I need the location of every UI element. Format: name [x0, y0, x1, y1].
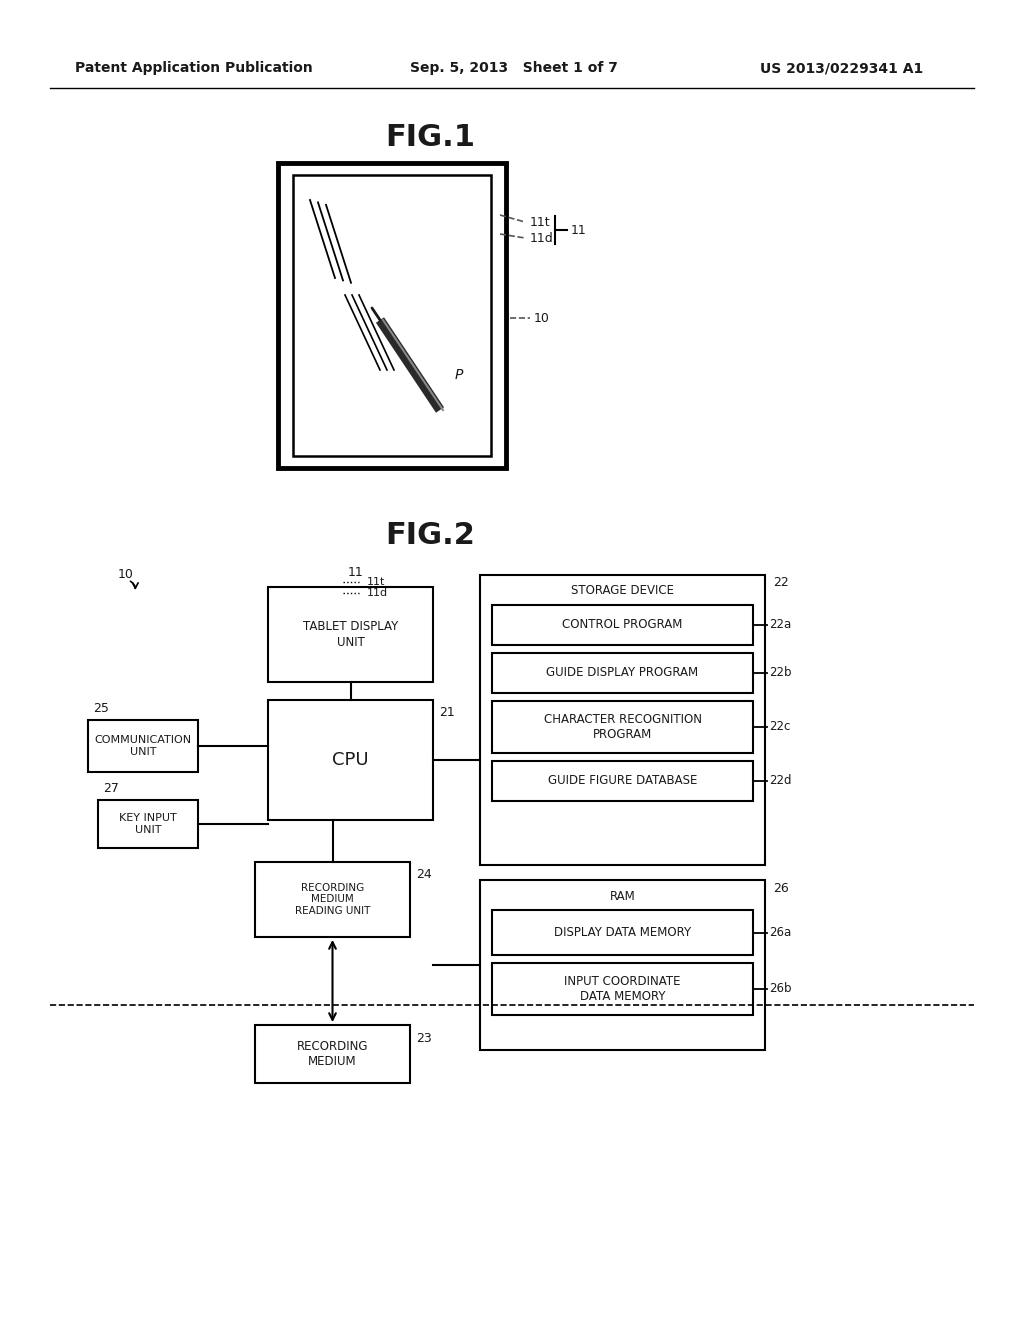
- Text: INPUT COORDINATE
DATA MEMORY: INPUT COORDINATE DATA MEMORY: [564, 975, 681, 1003]
- Text: RAM: RAM: [609, 890, 635, 903]
- Text: CPU: CPU: [332, 751, 369, 770]
- Bar: [98, 800, 198, 847]
- Bar: [492, 964, 753, 1015]
- Text: US 2013/0229341 A1: US 2013/0229341 A1: [760, 61, 924, 75]
- Bar: [255, 1026, 410, 1082]
- Text: 26a: 26a: [769, 927, 792, 939]
- Text: 10: 10: [534, 312, 550, 325]
- Text: FIG.1: FIG.1: [385, 124, 475, 153]
- Text: KEY INPUT
UNIT: KEY INPUT UNIT: [119, 813, 177, 834]
- Text: 11t: 11t: [367, 577, 385, 587]
- Bar: [268, 587, 433, 682]
- Bar: [480, 576, 765, 865]
- Text: COMMUNICATION
UNIT: COMMUNICATION UNIT: [94, 735, 191, 756]
- Text: 22a: 22a: [769, 619, 792, 631]
- Text: CONTROL PROGRAM: CONTROL PROGRAM: [562, 619, 683, 631]
- Text: RECORDING
MEDIUM: RECORDING MEDIUM: [297, 1040, 369, 1068]
- Text: 11d: 11d: [530, 231, 554, 244]
- Bar: [492, 909, 753, 954]
- Text: P: P: [455, 368, 464, 381]
- Text: 11t: 11t: [530, 215, 551, 228]
- Text: 22d: 22d: [769, 775, 792, 788]
- Text: 27: 27: [103, 781, 119, 795]
- Text: DISPLAY DATA MEMORY: DISPLAY DATA MEMORY: [554, 927, 691, 939]
- Bar: [268, 700, 433, 820]
- Text: GUIDE DISPLAY PROGRAM: GUIDE DISPLAY PROGRAM: [547, 667, 698, 680]
- Bar: [480, 880, 765, 1049]
- Bar: [88, 719, 198, 772]
- Bar: [492, 653, 753, 693]
- Text: 22c: 22c: [769, 721, 791, 734]
- Text: 25: 25: [93, 701, 109, 714]
- Text: 22: 22: [773, 577, 788, 590]
- Bar: [278, 162, 506, 469]
- Bar: [255, 862, 410, 937]
- Text: 11d: 11d: [367, 587, 388, 598]
- Bar: [492, 701, 753, 752]
- Text: 21: 21: [439, 705, 455, 718]
- Text: 24: 24: [416, 867, 432, 880]
- Text: 26b: 26b: [769, 982, 792, 995]
- Text: STORAGE DEVICE: STORAGE DEVICE: [571, 585, 674, 598]
- Text: Patent Application Publication: Patent Application Publication: [75, 61, 312, 75]
- Text: 10: 10: [118, 569, 134, 582]
- Text: GUIDE FIGURE DATABASE: GUIDE FIGURE DATABASE: [548, 775, 697, 788]
- Text: 22b: 22b: [769, 667, 792, 680]
- Text: CHARACTER RECOGNITION
PROGRAM: CHARACTER RECOGNITION PROGRAM: [544, 713, 701, 741]
- Bar: [293, 176, 490, 455]
- Text: 11: 11: [347, 565, 364, 578]
- Text: Sep. 5, 2013   Sheet 1 of 7: Sep. 5, 2013 Sheet 1 of 7: [410, 61, 617, 75]
- Text: 11: 11: [571, 223, 587, 236]
- Text: 26: 26: [773, 882, 788, 895]
- Text: FIG.2: FIG.2: [385, 520, 475, 549]
- Text: RECORDING
MEDIUM
READING UNIT: RECORDING MEDIUM READING UNIT: [295, 883, 371, 916]
- Bar: [492, 605, 753, 645]
- Text: 23: 23: [416, 1032, 432, 1045]
- Text: TABLET DISPLAY
UNIT: TABLET DISPLAY UNIT: [303, 620, 398, 648]
- Bar: [492, 762, 753, 801]
